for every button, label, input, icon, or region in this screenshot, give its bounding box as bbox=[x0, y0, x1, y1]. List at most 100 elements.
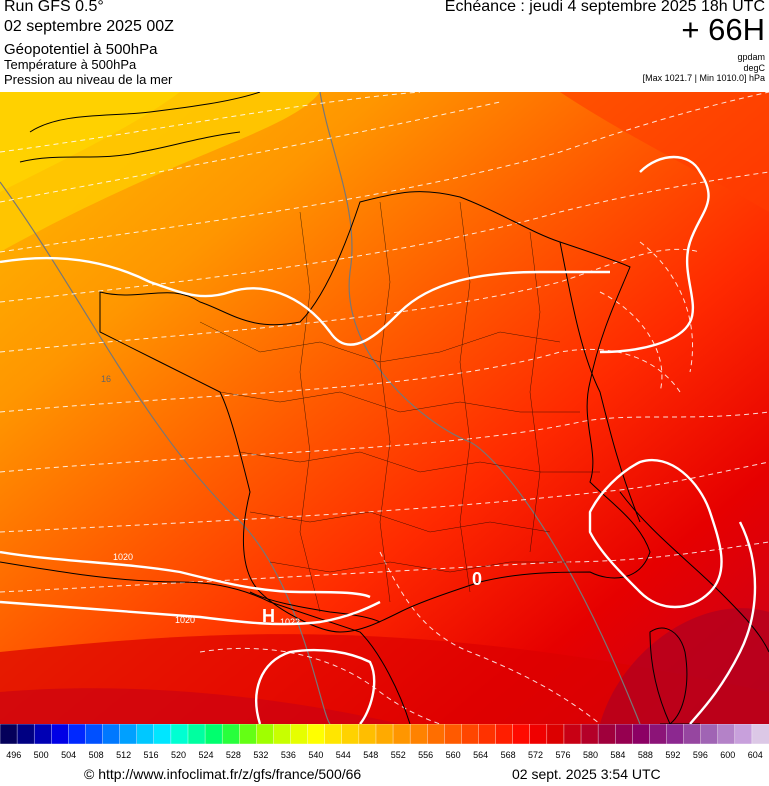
max-min-pressure: [Max 1021.7 | Min 1010.0] hPa bbox=[642, 73, 765, 83]
scale-tick-label: 500 bbox=[34, 750, 49, 760]
isobar-southwest bbox=[255, 648, 376, 724]
field-pressure: Pression au niveau de la mer bbox=[4, 72, 173, 87]
coast-uk bbox=[29, 92, 261, 133]
unit-degc: degC bbox=[743, 63, 765, 73]
color-swatch bbox=[751, 724, 769, 745]
color-swatch bbox=[512, 724, 531, 745]
scale-tick-label: 560 bbox=[446, 750, 461, 760]
color-swatch bbox=[102, 724, 121, 745]
header: Run GFS 0.5° 02 septembre 2025 00Z Géopo… bbox=[0, 0, 769, 92]
land-borders bbox=[0, 92, 769, 724]
color-swatch bbox=[119, 724, 138, 745]
color-swatch bbox=[392, 724, 411, 745]
isobar-southeast-loop bbox=[588, 459, 723, 609]
color-swatch bbox=[239, 724, 258, 745]
echeance: Echéance : jeudi 4 septembre 2025 18h UT… bbox=[444, 0, 765, 15]
scale-tick-label: 572 bbox=[528, 750, 543, 760]
temperature-contours bbox=[0, 92, 769, 724]
color-swatch bbox=[221, 724, 240, 745]
scale-tick-label: 604 bbox=[748, 750, 763, 760]
label-1020-a: 1020 bbox=[113, 552, 133, 562]
scale-tick-label: 504 bbox=[61, 750, 76, 760]
scale-tick-label: 540 bbox=[308, 750, 323, 760]
color-swatch bbox=[615, 724, 633, 745]
border-east bbox=[559, 241, 641, 523]
corsica bbox=[649, 627, 688, 724]
scale-tick-label: 544 bbox=[336, 750, 351, 760]
isobar-south bbox=[0, 550, 371, 599]
italy-coast bbox=[619, 491, 769, 653]
label-1020-b: 1020 bbox=[175, 615, 195, 625]
color-swatch bbox=[256, 724, 275, 745]
scale-tick-label: 536 bbox=[281, 750, 296, 760]
color-swatch bbox=[597, 724, 616, 745]
coast-france bbox=[99, 191, 651, 633]
color-swatch bbox=[68, 724, 87, 745]
color-swatch bbox=[51, 724, 70, 745]
scale-tick-label: 580 bbox=[583, 750, 598, 760]
region-borders bbox=[199, 201, 600, 613]
field-temperature: Température à 500hPa bbox=[4, 57, 137, 72]
color-swatch bbox=[0, 724, 18, 745]
color-swatch bbox=[85, 724, 104, 745]
footer: © http://www.infoclimat.fr/z/gfs/france/… bbox=[0, 764, 769, 786]
scale-tick-label: 584 bbox=[610, 750, 625, 760]
color-swatch bbox=[409, 724, 428, 745]
scale-tick-label: 532 bbox=[253, 750, 268, 760]
color-swatch bbox=[580, 724, 599, 745]
scale-tick-label: 556 bbox=[418, 750, 433, 760]
scale-tick-label: 576 bbox=[556, 750, 571, 760]
color-swatch bbox=[649, 724, 668, 745]
scale-tick-label: 588 bbox=[638, 750, 653, 760]
scale-tick-label: 600 bbox=[720, 750, 735, 760]
color-swatch bbox=[683, 724, 702, 745]
label-1022: 1022 bbox=[280, 617, 300, 627]
color-swatch bbox=[529, 724, 548, 745]
scale-tick-label: 524 bbox=[198, 750, 213, 760]
color-swatch bbox=[444, 724, 463, 745]
scale-tick-label: 496 bbox=[6, 750, 21, 760]
scale-tick-label: 516 bbox=[144, 750, 159, 760]
color-swatch bbox=[666, 724, 685, 745]
weather-map: 1020 1020 1022 16 H 0 bbox=[0, 92, 769, 724]
scale-tick-label: 512 bbox=[116, 750, 131, 760]
run-date: 02 septembre 2025 00Z bbox=[4, 18, 174, 35]
color-swatch bbox=[170, 724, 189, 745]
color-swatch bbox=[478, 724, 497, 745]
color-swatch bbox=[204, 724, 223, 745]
color-swatch bbox=[461, 724, 480, 745]
color-swatch bbox=[546, 724, 565, 745]
coast-uk-south bbox=[19, 131, 241, 163]
unit-gpdam: gpdam bbox=[737, 52, 765, 62]
scale-tick-labels: 496 500 504 508 512 516 520 524 528 532 536 540 544 5… bbox=[6, 750, 763, 760]
color-swatch bbox=[341, 724, 360, 745]
scale-tick-label: 508 bbox=[89, 750, 104, 760]
scale-tick-label: 592 bbox=[665, 750, 680, 760]
color-swatch bbox=[734, 724, 753, 745]
render-timestamp: 02 sept. 2025 3:54 UTC bbox=[512, 766, 661, 782]
scale-tick-label: 528 bbox=[226, 750, 241, 760]
isobar-east-loop bbox=[599, 155, 710, 354]
color-swatch bbox=[358, 724, 377, 745]
color-swatch bbox=[33, 724, 52, 745]
color-swatch bbox=[153, 724, 172, 745]
color-swatch bbox=[290, 724, 309, 745]
field-geopotential: Géopotentiel à 500hPa bbox=[4, 41, 158, 58]
color-swatch bbox=[307, 724, 326, 745]
isobar-south-2 bbox=[0, 600, 381, 626]
isobar-alps bbox=[689, 521, 757, 724]
offset-hours: + 66H bbox=[681, 12, 765, 47]
geopotential-field bbox=[0, 92, 769, 724]
scale-tick-label: 596 bbox=[693, 750, 708, 760]
color-swatch bbox=[700, 724, 719, 745]
coast-spain bbox=[0, 561, 411, 724]
scale-tick-label: 548 bbox=[363, 750, 378, 760]
isobars bbox=[0, 155, 757, 724]
color-swatch bbox=[16, 724, 35, 745]
high-pressure-marker: H bbox=[262, 606, 275, 626]
color-swatch bbox=[632, 724, 651, 745]
color-swatch bbox=[717, 724, 736, 745]
source-url: © http://www.infoclimat.fr/z/gfs/france/… bbox=[84, 766, 362, 782]
scale-tick-label: 568 bbox=[501, 750, 516, 760]
run-title: Run GFS 0.5° bbox=[4, 0, 104, 15]
